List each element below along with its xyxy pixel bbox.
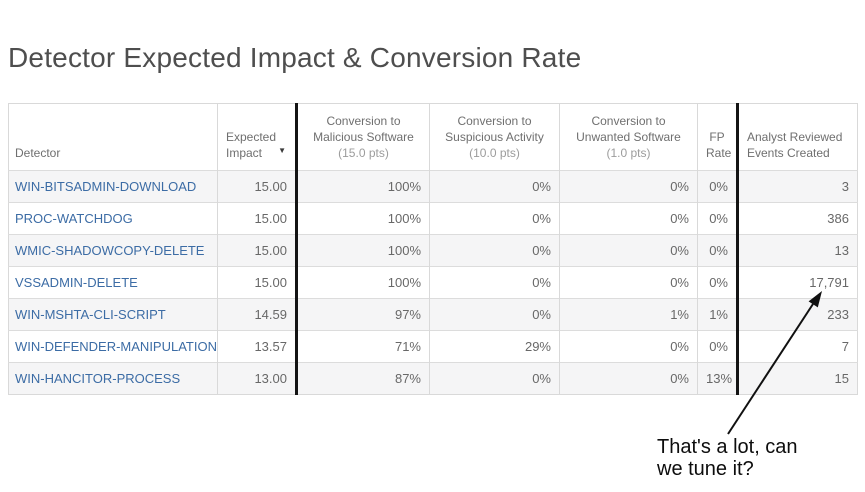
conversion-unwanted-cell: 0% [559,362,698,395]
col-header-conversion-suspicious-points: (10.0 pts) [469,146,520,160]
col-header-expected-impact[interactable]: Expected Impact ▼ [217,103,298,171]
conversion-malicious-cell: 100% [296,234,430,267]
expected-impact-cell: 15.00 [217,202,298,235]
table-row: WIN-MSHTA-CLI-SCRIPT 14.59 97% 0% 1% 1% … [8,298,858,331]
fp-rate-cell: 0% [697,202,739,235]
detector-link[interactable]: WMIC-SHADOWCOPY-DELETE [15,243,205,258]
conversion-unwanted-cell: 0% [559,202,698,235]
events-created-cell: 13 [737,234,858,267]
conversion-unwanted-cell: 1% [559,298,698,331]
expected-impact-cell: 13.57 [217,330,298,363]
expected-impact-cell: 15.00 [217,234,298,267]
detector-link[interactable]: WIN-BITSADMIN-DOWNLOAD [15,179,197,194]
events-created-cell: 386 [737,202,858,235]
annotation-line-2: we tune it? [657,458,754,480]
detector-cell: WIN-MSHTA-CLI-SCRIPT [8,298,218,331]
events-created-cell: 233 [737,298,858,331]
table-row: WIN-BITSADMIN-DOWNLOAD 15.00 100% 0% 0% … [8,170,858,203]
col-header-conversion-suspicious: Conversion to Suspicious Activity (10.0 … [429,103,560,171]
detector-cell: WMIC-SHADOWCOPY-DELETE [8,234,218,267]
table-row: PROC-WATCHDOG 15.00 100% 0% 0% 0% 386 [8,202,858,235]
table-row: WIN-DEFENDER-MANIPULATION 13.57 71% 29% … [8,330,858,363]
expected-impact-cell: 15.00 [217,266,298,299]
detector-link[interactable]: WIN-HANCITOR-PROCESS [15,371,181,386]
detector-impact-table: Detector Expected Impact ▼ Conversion to… [8,103,858,395]
col-header-conversion-malicious-points: (15.0 pts) [338,146,389,160]
conversion-suspicious-cell: 0% [429,298,560,331]
detector-cell: PROC-WATCHDOG [8,202,218,235]
fp-rate-cell: 0% [697,330,739,363]
table-row: WMIC-SHADOWCOPY-DELETE 15.00 100% 0% 0% … [8,234,858,267]
col-header-conversion-malicious: Conversion to Malicious Software (15.0 p… [296,103,430,171]
detector-cell: VSSADMIN-DELETE [8,266,218,299]
detector-link[interactable]: PROC-WATCHDOG [15,211,133,226]
conversion-unwanted-cell: 0% [559,170,698,203]
expected-impact-cell: 13.00 [217,362,298,395]
col-header-conversion-unwanted-label: Conversion to Unwanted Software [576,114,681,144]
table-header-row: Detector Expected Impact ▼ Conversion to… [8,103,858,171]
detector-cell: WIN-HANCITOR-PROCESS [8,362,218,395]
conversion-suspicious-cell: 0% [429,202,560,235]
fp-rate-cell: 0% [697,234,739,267]
col-header-fp-rate: FP Rate [697,103,739,171]
col-header-analyst-reviewed-events: Analyst Reviewed Events Created [737,103,858,171]
events-created-cell: 3 [737,170,858,203]
fp-rate-cell: 13% [697,362,739,395]
col-header-expected-impact-label: Expected Impact [226,130,277,160]
detector-link[interactable]: WIN-MSHTA-CLI-SCRIPT [15,307,166,322]
conversion-unwanted-cell: 0% [559,266,698,299]
events-created-cell-highlighted: 17,791 [737,266,858,299]
fp-rate-cell: 0% [697,266,739,299]
events-created-cell: 7 [737,330,858,363]
annotation-line-1: That's a lot, can [657,436,798,458]
page-title: Detector Expected Impact & Conversion Ra… [8,42,582,73]
fp-rate-cell: 1% [697,298,739,331]
detector-cell: WIN-DEFENDER-MANIPULATION [8,330,218,363]
events-created-cell: 15 [737,362,858,395]
conversion-suspicious-cell: 0% [429,266,560,299]
col-header-conversion-unwanted: Conversion to Unwanted Software (1.0 pts… [559,103,698,171]
conversion-suspicious-cell: 0% [429,362,560,395]
conversion-malicious-cell: 100% [296,266,430,299]
table-row: VSSADMIN-DELETE 15.00 100% 0% 0% 0% 17,7… [8,266,858,299]
conversion-malicious-cell: 97% [296,298,430,331]
conversion-malicious-cell: 100% [296,202,430,235]
expected-impact-cell: 14.59 [217,298,298,331]
col-header-conversion-unwanted-points: (1.0 pts) [606,146,651,160]
conversion-suspicious-cell: 0% [429,170,560,203]
conversion-malicious-cell: 100% [296,170,430,203]
conversion-unwanted-cell: 0% [559,330,698,363]
table-row: WIN-HANCITOR-PROCESS 13.00 87% 0% 0% 13%… [8,362,858,395]
conversion-suspicious-cell: 0% [429,234,560,267]
detector-link[interactable]: WIN-DEFENDER-MANIPULATION [15,339,217,354]
fp-rate-cell: 0% [697,170,739,203]
conversion-suspicious-cell: 29% [429,330,560,363]
conversion-malicious-cell: 87% [296,362,430,395]
col-header-conversion-malicious-label: Conversion to Malicious Software [313,114,414,144]
col-header-conversion-suspicious-label: Conversion to Suspicious Activity [445,114,544,144]
col-header-detector: Detector [8,103,218,171]
annotation-note: That's a lot, can we tune it? [657,436,798,480]
detector-cell: WIN-BITSADMIN-DOWNLOAD [8,170,218,203]
conversion-malicious-cell: 71% [296,330,430,363]
sort-descending-icon[interactable]: ▼ [278,146,286,155]
conversion-unwanted-cell: 0% [559,234,698,267]
expected-impact-cell: 15.00 [217,170,298,203]
detector-link[interactable]: VSSADMIN-DELETE [15,275,138,290]
